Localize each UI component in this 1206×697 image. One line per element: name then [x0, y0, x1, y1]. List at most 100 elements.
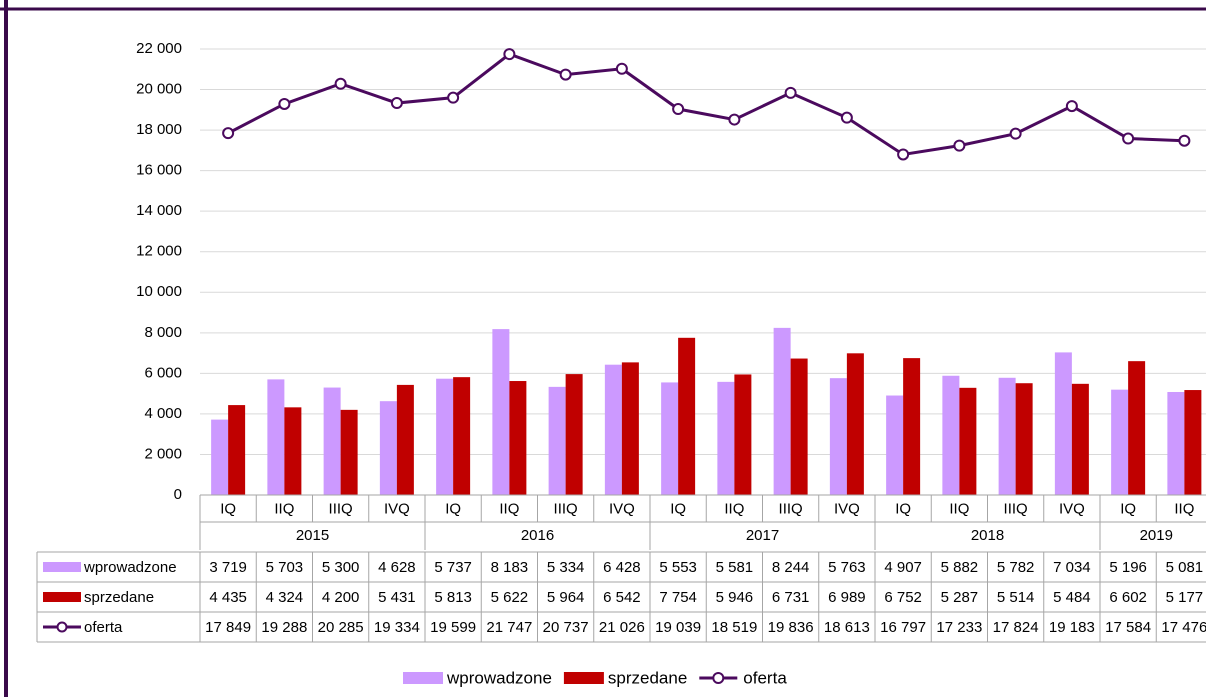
bar — [942, 375, 960, 495]
table-value: 5 514 — [997, 589, 1035, 606]
group-label: 2016 — [521, 527, 554, 544]
bar — [959, 387, 977, 495]
bar — [267, 379, 285, 495]
table-value: 7 754 — [659, 589, 697, 606]
marker — [953, 139, 966, 152]
x-tick-label: IIQ — [499, 500, 519, 517]
x-tick-label: IIQ — [949, 500, 969, 517]
x-tick-label: IIIQ — [779, 500, 803, 517]
table-value: 5 431 — [378, 589, 416, 606]
table-value: 20 285 — [318, 619, 364, 636]
table-value: 17 584 — [1105, 619, 1151, 636]
marker — [503, 48, 516, 61]
table-value: 5 484 — [1053, 589, 1091, 606]
x-tick-label: IIIQ — [329, 500, 353, 517]
group-label: 2018 — [971, 527, 1004, 544]
bar — [340, 409, 358, 495]
x-tick-label: IIQ — [724, 500, 744, 517]
y-tick-label: 10 000 — [136, 283, 182, 300]
group-label: 2019 — [1140, 527, 1173, 544]
table-value: 17 233 — [936, 619, 982, 636]
table-value: 6 428 — [603, 559, 641, 576]
x-tick-label: IVQ — [834, 500, 860, 517]
marker — [1065, 100, 1078, 113]
bar — [998, 377, 1016, 495]
group-label: 2017 — [746, 527, 779, 544]
table-value: 6 989 — [828, 589, 866, 606]
table-value: 17 849 — [205, 619, 251, 636]
bar — [886, 395, 904, 495]
bar — [379, 401, 397, 495]
table-value: 8 244 — [772, 559, 810, 576]
bar — [211, 419, 229, 495]
table-value: 5 622 — [491, 589, 529, 606]
marker — [222, 127, 235, 140]
marker — [1178, 134, 1191, 147]
marker — [672, 103, 685, 116]
marker — [559, 68, 572, 81]
table-value: 5 703 — [266, 559, 304, 576]
x-tick-label: IVQ — [384, 500, 410, 517]
x-tick-label: IIIQ — [554, 500, 578, 517]
x-tick-label: IQ — [670, 500, 686, 517]
y-tick-label: 0 — [174, 486, 182, 503]
legend-label: wprowadzone — [446, 668, 552, 687]
bar — [565, 374, 583, 495]
table-value: 5 081 — [1166, 559, 1204, 576]
table-value: 5 581 — [716, 559, 754, 576]
bar — [773, 327, 791, 495]
y-tick-label: 12 000 — [136, 243, 182, 260]
y-tick-label: 14 000 — [136, 202, 182, 219]
marker — [897, 148, 910, 161]
x-tick-label: IQ — [445, 500, 461, 517]
y-tick-label: 4 000 — [144, 405, 182, 422]
table-value: 5 882 — [941, 559, 979, 576]
legend-key — [712, 672, 725, 684]
x-tick-label: IQ — [220, 500, 236, 517]
table-value: 5 782 — [997, 559, 1035, 576]
x-tick-label: IQ — [895, 500, 911, 517]
x-tick-label: IVQ — [1059, 500, 1085, 517]
bar — [323, 387, 341, 495]
y-tick-label: 20 000 — [136, 81, 182, 98]
table-value: 5 334 — [547, 559, 585, 576]
table-value: 5 946 — [716, 589, 754, 606]
y-tick-label: 6 000 — [144, 364, 182, 381]
row-label: wprowadzone — [83, 559, 177, 576]
table-value: 5 813 — [434, 589, 472, 606]
table-value: 5 763 — [828, 559, 866, 576]
bar — [509, 381, 527, 495]
bar — [492, 329, 510, 495]
table-value: 6 542 — [603, 589, 641, 606]
table-value: 5 287 — [941, 589, 979, 606]
y-tick-label: 2 000 — [144, 445, 182, 462]
legend-label: sprzedane — [608, 668, 687, 687]
bar — [829, 378, 847, 495]
table-value: 5 964 — [547, 589, 585, 606]
table-value: 19 334 — [374, 619, 420, 636]
table-value: 17 824 — [993, 619, 1039, 636]
row-label: oferta — [84, 619, 123, 636]
marker — [784, 86, 797, 99]
bar — [548, 386, 566, 495]
table-value: 21 747 — [486, 619, 532, 636]
table-value: 5 177 — [1166, 589, 1204, 606]
table-value: 4 200 — [322, 589, 360, 606]
bar — [846, 353, 864, 495]
y-tick-label: 16 000 — [136, 162, 182, 179]
table-value: 4 324 — [266, 589, 304, 606]
table-value: 5 196 — [1109, 559, 1147, 576]
bar — [734, 374, 752, 495]
marker — [447, 91, 460, 104]
y-tick-label: 18 000 — [136, 121, 182, 138]
legend-key — [43, 592, 81, 602]
x-tick-label: IIQ — [1174, 500, 1194, 517]
table-value: 5 300 — [322, 559, 360, 576]
bar — [1167, 391, 1185, 495]
bar — [1015, 383, 1033, 495]
bar — [284, 407, 302, 495]
bar — [1184, 390, 1202, 495]
table-value: 18 519 — [711, 619, 757, 636]
